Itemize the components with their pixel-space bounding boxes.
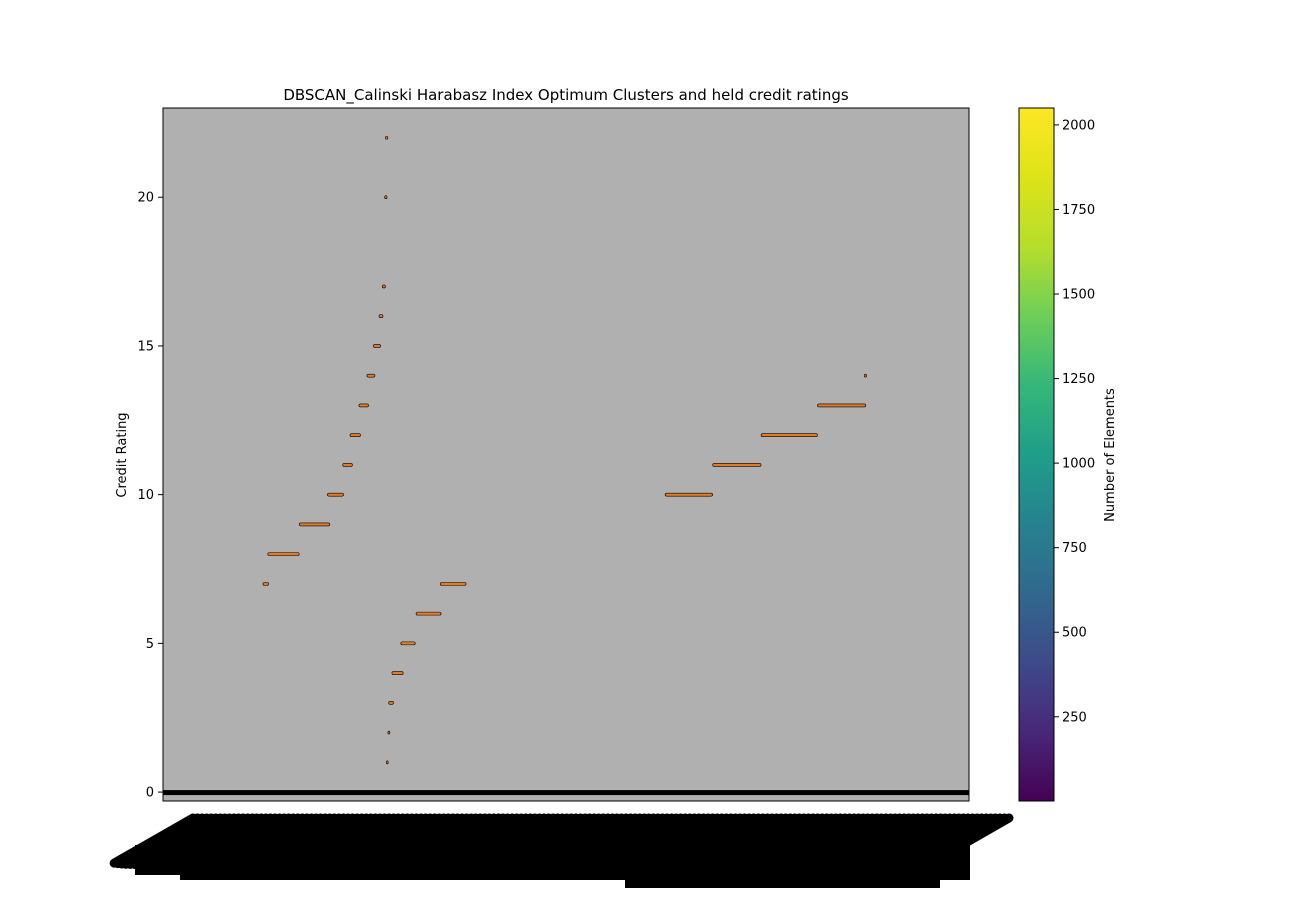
x-tick-label-band-left — [135, 845, 255, 875]
colorbar-tick-label-250: 250 — [1062, 710, 1087, 725]
segment-rating-14 — [863, 373, 867, 378]
segment-rating-1 — [385, 760, 389, 765]
segment-rating-4 — [391, 671, 404, 675]
segment-rating-17 — [381, 284, 386, 289]
segment-rating-10 — [664, 492, 713, 497]
y-tick-label-10: 10 — [137, 488, 154, 503]
segment-rating-9 — [298, 522, 331, 527]
segment-rating-0 — [163, 790, 969, 796]
segment-rating-14 — [366, 373, 376, 378]
x-tick-labels-overplotted — [109, 813, 1014, 888]
segment-rating-20 — [384, 195, 388, 200]
y-tick-label-0: 0 — [146, 786, 154, 801]
segment-rating-11 — [342, 463, 353, 467]
x-tick-label-band-right — [625, 860, 940, 888]
segment-rating-8 — [267, 552, 300, 556]
segment-rating-13 — [358, 403, 369, 408]
colorbar-tick-label-500: 500 — [1062, 626, 1087, 641]
segment-rating-22 — [385, 135, 389, 140]
segment-rating-13 — [817, 403, 867, 408]
colorbar-tick-label-1500: 1500 — [1062, 288, 1095, 303]
segment-rating-5 — [400, 641, 416, 646]
segment-rating-7 — [262, 582, 269, 586]
colorbar-tick-label-1250: 1250 — [1062, 372, 1095, 387]
plot-area — [162, 107, 970, 802]
chart-title: DBSCAN_Calinski Harabasz Index Optimum C… — [283, 86, 849, 105]
y-tick-label-15: 15 — [137, 339, 154, 354]
y-tick-label-5: 5 — [146, 637, 154, 652]
segment-rating-15 — [373, 344, 381, 348]
segment-rating-11 — [712, 463, 762, 467]
y-axis: 0 5 10 15 20 — [137, 191, 163, 801]
segment-rating-16 — [378, 314, 384, 318]
segment-rating-10 — [327, 492, 344, 497]
y-axis-label: Credit Rating — [115, 412, 130, 497]
colorbar-tick-label-2000: 2000 — [1062, 118, 1095, 133]
segment-rating-6 — [415, 611, 442, 616]
colorbar-tick-label-1000: 1000 — [1062, 457, 1095, 472]
segment-rating-12 — [760, 433, 818, 437]
y-tick-label-20: 20 — [137, 191, 154, 206]
colorbar-tick-label-750: 750 — [1062, 541, 1087, 556]
segment-rating-2 — [387, 730, 391, 735]
colorbar-label: Number of Elements — [1103, 388, 1118, 522]
colorbar-ticks: 250 500 750 1000 1250 1500 1750 2000 — [1054, 118, 1095, 725]
colorbar-tick-label-1750: 1750 — [1062, 203, 1095, 218]
segment-rating-12 — [349, 433, 361, 437]
segment-rating-7 — [439, 582, 467, 586]
segment-rating-3 — [388, 701, 394, 705]
colorbar — [1018, 107, 1055, 802]
data-marks — [163, 135, 969, 796]
